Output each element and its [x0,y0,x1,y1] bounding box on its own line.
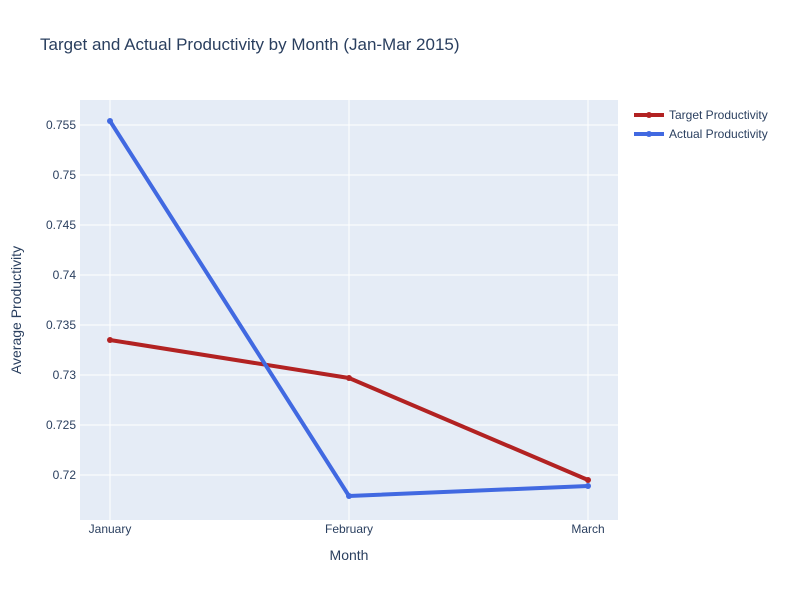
legend-label: Target Productivity [669,108,768,122]
legend-marker [646,112,652,118]
x-tick-labels: January February March [89,522,605,536]
chart-title: Target and Actual Productivity by Month … [40,35,460,54]
data-point[interactable] [107,118,113,124]
legend-marker [646,131,652,137]
legend[interactable]: Target Productivity Actual Productivity [634,108,768,141]
y-tick-label: 0.72 [53,468,77,482]
y-gridlines [80,124,618,476]
data-point[interactable] [346,493,352,499]
series-1 [107,118,591,499]
data-point[interactable] [585,477,591,483]
x-tick-label: February [325,522,373,536]
y-tick-label: 0.75 [53,168,77,182]
x-gridlines [109,100,589,520]
y-axis-label: Average Productivity [8,246,24,374]
y-tick-label: 0.745 [46,218,76,232]
y-tick-label: 0.755 [46,118,76,132]
x-axis-label: Month [330,547,369,563]
y-tick-label: 0.73 [53,368,77,382]
series-layer [107,118,591,499]
y-tick-label: 0.74 [53,268,77,282]
legend-item[interactable]: Target Productivity [634,108,768,122]
x-tick-label: January [89,522,132,536]
data-point[interactable] [107,337,113,343]
legend-label: Actual Productivity [669,127,768,141]
x-tick-label: March [571,522,604,536]
data-point[interactable] [346,375,352,381]
y-tick-labels: 0.72 0.725 0.73 0.735 0.74 0.745 0.75 0.755 [46,118,76,482]
y-tick-label: 0.725 [46,418,76,432]
series-0 [107,337,591,483]
data-point[interactable] [585,483,591,489]
legend-item[interactable]: Actual Productivity [634,127,768,141]
y-tick-label: 0.735 [46,318,76,332]
